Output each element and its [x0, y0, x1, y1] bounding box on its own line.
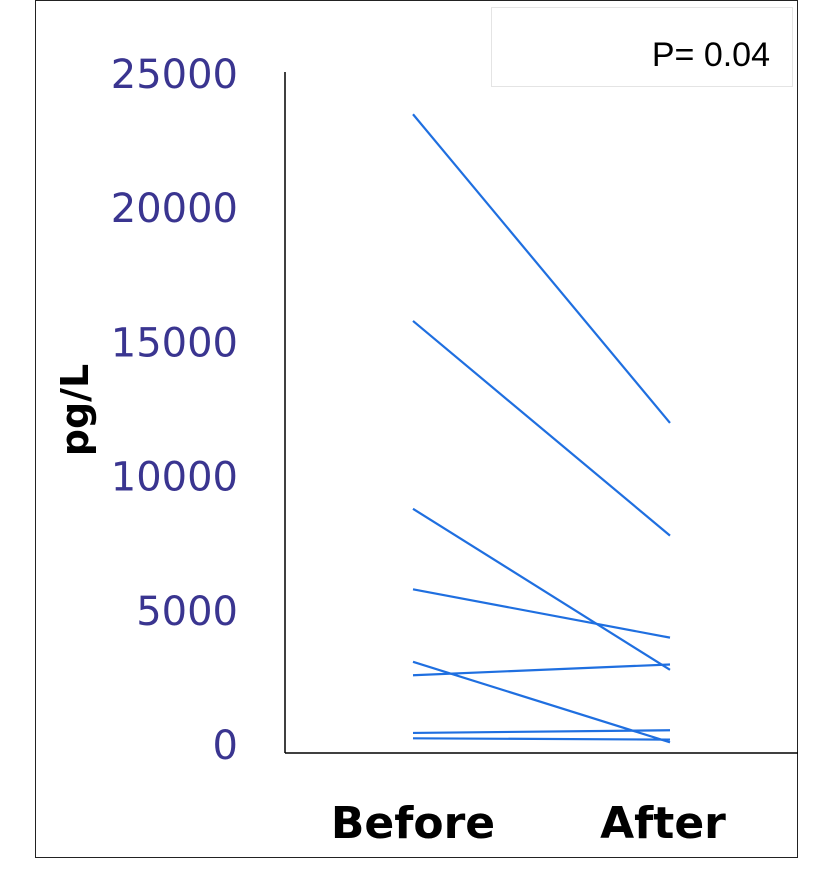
p-value-label: P= 0.04 [651, 36, 770, 74]
series-line-3 [412, 507, 671, 671]
figure-frame [35, 0, 798, 858]
series-line-2 [412, 320, 671, 537]
y-tick-label: 25000 [111, 52, 238, 98]
y-tick-labels: 0 5000 10000 15000 20000 25000 [111, 52, 238, 769]
y-tick-label: 10000 [111, 455, 238, 501]
y-axis-label: pg/L [53, 364, 97, 457]
series-line-1 [412, 113, 671, 424]
y-tick-label: 20000 [111, 186, 238, 232]
series-lines [412, 113, 671, 744]
y-tick-label: 5000 [136, 589, 238, 635]
series-line-7 [412, 729, 671, 735]
y-tick-label: 15000 [111, 320, 238, 366]
p-value-box: P= 0.04 [491, 7, 793, 87]
x-tick-label-before: Before [331, 798, 495, 849]
x-tick-labels: Before After [331, 798, 726, 849]
series-line-4 [412, 588, 671, 639]
y-tick-label: 0 [213, 723, 238, 769]
x-tick-label-after: After [600, 798, 726, 849]
series-line-8 [412, 737, 671, 741]
series-line-5 [412, 660, 671, 744]
series-line-6 [412, 663, 671, 677]
